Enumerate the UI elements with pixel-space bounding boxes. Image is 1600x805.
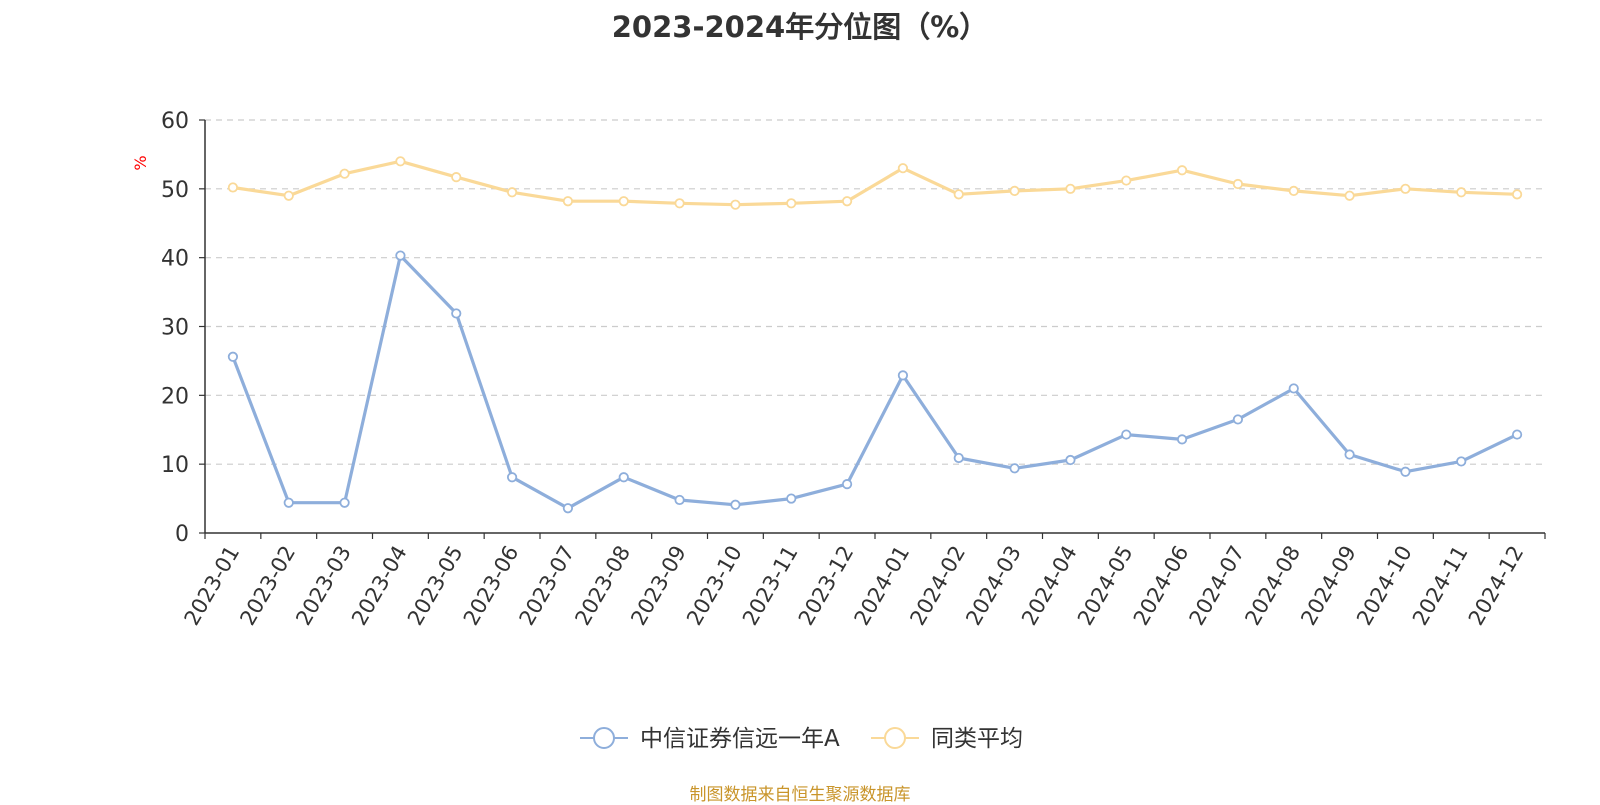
data-point: [841, 196, 853, 207]
legend-marker-1: [884, 727, 906, 749]
data-point: [1288, 383, 1299, 394]
data-point: [1065, 183, 1076, 194]
data-point: [562, 196, 574, 207]
x-tick-label: 2024-08: [1240, 542, 1305, 630]
x-tick-label: 2023-12: [794, 542, 859, 630]
data-point: [786, 493, 797, 504]
x-tick-label: 2024-07: [1185, 542, 1250, 630]
y-tick-label: 50: [161, 178, 189, 203]
x-tick-label: 2024-12: [1464, 542, 1529, 630]
data-point: [1121, 429, 1132, 440]
x-tick-label: 2023-02: [235, 542, 300, 630]
data-point: [562, 503, 574, 514]
x-tick-label: 2024-10: [1352, 542, 1417, 630]
data-point: [1456, 456, 1467, 467]
y-tick-label: 0: [175, 522, 189, 547]
data-point: [1344, 190, 1355, 201]
data-point: [674, 198, 685, 209]
data-point: [674, 494, 685, 506]
legend[interactable]: 中信证券信远一年A 同类平均: [580, 726, 1023, 752]
data-point: [1232, 178, 1244, 190]
data-point: [1456, 187, 1467, 198]
y-axis-unit-label: %: [131, 155, 150, 170]
x-tick-label: 2024-06: [1129, 542, 1194, 630]
data-point: [730, 499, 741, 510]
data-point: [618, 196, 629, 207]
y-tick-label: 30: [161, 316, 189, 341]
data-point: [395, 250, 406, 261]
x-tick-label: 2023-10: [682, 542, 747, 630]
x-tick-label: 2023-05: [403, 542, 468, 630]
data-point: [1176, 434, 1188, 445]
chart-title: 2023-2024年分位图（%）: [611, 10, 989, 44]
data-point: [451, 308, 462, 319]
y-tick-label: 10: [161, 453, 189, 478]
x-tick-label: 2023-09: [626, 542, 691, 630]
x-tick-label: 2024-02: [905, 542, 970, 630]
y-tick-label: 20: [161, 384, 189, 409]
data-point: [1176, 165, 1188, 176]
data-point: [1009, 463, 1020, 474]
x-tick-label: 2023-06: [459, 542, 524, 630]
series: [227, 156, 1523, 514]
x-tick-label: 2024-09: [1296, 542, 1361, 630]
legend-label-0: 中信证券信远一年A: [640, 726, 840, 752]
x-tick-label: 2024-05: [1073, 542, 1138, 630]
data-point: [1065, 454, 1076, 466]
data-point: [227, 182, 239, 193]
x-tick-label: 2024-04: [1017, 542, 1082, 630]
data-point: [953, 189, 964, 200]
data-point: [506, 187, 518, 198]
data-point: [1344, 449, 1355, 460]
gridlines: [205, 119, 1545, 465]
data-point: [618, 472, 629, 483]
series-line-1: [232, 159, 1518, 207]
x-tick-label: 2023-08: [570, 542, 635, 630]
x-tick-label: 2023-01: [180, 542, 245, 630]
x-tick-label: 2023-04: [347, 542, 412, 630]
data-point: [786, 198, 797, 209]
data-point: [339, 168, 350, 179]
x-tick-label: 2023-11: [738, 542, 803, 630]
data-point: [1511, 189, 1523, 200]
data-point: [1009, 185, 1020, 196]
data-point: [897, 370, 909, 381]
data-point: [227, 351, 239, 362]
y-tick-label: 60: [161, 109, 189, 134]
data-point: [1232, 414, 1244, 425]
x-tick-label: 2024-11: [1408, 542, 1473, 630]
data-point: [1400, 183, 1411, 194]
x-tick-label: 2024-01: [850, 542, 915, 630]
data-point: [1400, 466, 1411, 477]
data-point: [451, 172, 462, 183]
y-tick-label: 40: [161, 247, 189, 272]
x-tick-label: 2023-03: [291, 542, 356, 630]
data-point: [953, 452, 964, 464]
data-point: [1288, 185, 1299, 196]
data-source-note: 制图数据来自恒生聚源数据库: [689, 785, 911, 805]
legend-label-1: 同类平均: [931, 726, 1023, 752]
x-tick-label: 2023-07: [515, 542, 580, 630]
axes: % 01020304050602023-012023-022023-032023…: [131, 109, 1546, 630]
legend-marker-0: [593, 727, 615, 749]
data-point: [1511, 429, 1523, 440]
series-line-0: [231, 254, 1518, 510]
data-point: [395, 156, 406, 167]
data-point: [897, 163, 909, 174]
data-point: [506, 472, 518, 483]
data-point: [283, 497, 294, 508]
data-point: [841, 479, 853, 490]
data-point: [283, 190, 294, 201]
data-point: [339, 497, 350, 508]
data-point: [730, 199, 741, 210]
x-tick-label: 2024-03: [961, 542, 1026, 630]
data-point: [1121, 175, 1132, 186]
